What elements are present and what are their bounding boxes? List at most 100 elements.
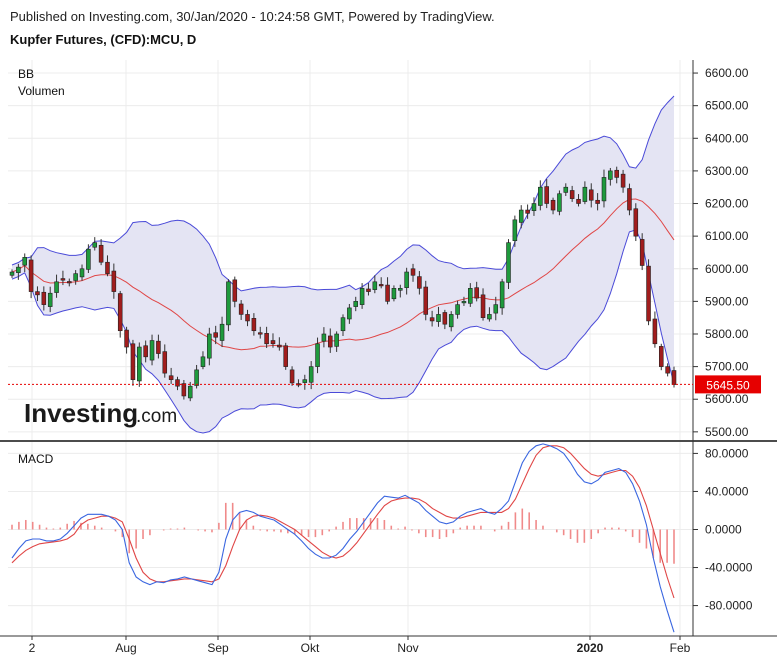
candle-body <box>614 169 619 178</box>
candle-body <box>232 279 238 302</box>
macd-tick-label: 40.0000 <box>705 484 749 498</box>
candle-body <box>423 286 429 315</box>
candle-body <box>658 346 664 367</box>
candle-body <box>22 257 28 266</box>
last-price-tag <box>695 375 761 394</box>
macd-tick-label: -80.0000 <box>705 599 753 613</box>
x-tick-label: Nov <box>397 641 418 655</box>
x-tick-label: Aug <box>115 641 136 655</box>
candle-body <box>28 259 34 292</box>
macd-tick-label: 0.0000 <box>705 522 742 536</box>
candle-body <box>391 288 397 300</box>
last-price-label: 5645.50 <box>706 378 750 392</box>
candle-body <box>480 294 486 318</box>
candle-body <box>487 314 492 320</box>
candle-body <box>512 219 518 242</box>
candle-body <box>378 284 384 287</box>
candles <box>9 166 677 402</box>
candle-body <box>181 383 187 397</box>
candle-body <box>156 340 161 354</box>
axes: 6600.00 6500.00 6400.00 6300.00 6200.00 6100.… <box>0 60 777 655</box>
candle-body <box>499 281 505 309</box>
indicator-label-bb: BB <box>18 67 34 81</box>
candle-body <box>264 333 269 345</box>
candle-body <box>149 340 155 361</box>
candle-body <box>289 369 295 384</box>
candle-body <box>633 208 639 237</box>
candle-body <box>315 343 320 367</box>
candle-body <box>283 345 288 367</box>
candle-body <box>538 186 543 206</box>
macd-signal-line <box>11 445 675 599</box>
candle-body <box>130 343 136 380</box>
macd-pane <box>11 443 675 633</box>
candle-body <box>461 301 467 304</box>
candle-body <box>168 375 174 380</box>
price-tick-label: 6100.00 <box>705 229 749 243</box>
candle-body <box>86 248 91 270</box>
candle-body <box>563 186 569 193</box>
candle-body <box>143 345 148 358</box>
candle-body <box>366 288 371 292</box>
candle-body <box>137 346 142 382</box>
candle-body <box>327 335 333 348</box>
candle-body <box>620 173 626 188</box>
candle-body <box>111 270 117 292</box>
bb-upper-line <box>11 95 675 292</box>
candle-body <box>47 292 53 307</box>
candle-body <box>16 266 21 273</box>
watermark-com: .com <box>136 406 177 427</box>
candle-body <box>347 307 352 320</box>
price-tick-label: 6600.00 <box>705 66 749 80</box>
candle-body <box>608 170 613 180</box>
price-tick-label: 5900.00 <box>705 294 749 308</box>
candle-body <box>41 291 47 305</box>
candle-body <box>92 242 98 248</box>
bollinger-bands <box>11 95 675 434</box>
watermark-investing: Investing <box>24 398 138 428</box>
macd-tick-label: -40.0000 <box>705 561 753 575</box>
candle-body <box>410 268 416 276</box>
macd-pane-title: MACD <box>18 452 54 466</box>
candle-body <box>531 203 537 211</box>
candle-body <box>353 301 359 307</box>
candle-body <box>588 189 594 201</box>
x-tick-label: Sep <box>207 641 229 655</box>
candle-body <box>646 265 651 322</box>
candle-body <box>79 268 85 278</box>
candle-body <box>493 304 499 314</box>
instrument-title: Kupfer Futures, (CFD):MCU, D <box>10 32 197 47</box>
candle-body <box>665 366 670 374</box>
candle-body <box>518 209 524 223</box>
candle-body <box>436 314 441 322</box>
price-tick-label: 6000.00 <box>705 262 749 276</box>
candle-body <box>73 273 78 281</box>
indicator-label-volume: Volumen <box>18 84 65 98</box>
candle-body <box>302 379 308 383</box>
x-tick-label: Feb <box>670 641 691 655</box>
bb-basis-line <box>11 198 675 351</box>
candle-body <box>569 190 575 199</box>
candle-body <box>582 186 588 202</box>
candle-body <box>372 281 378 290</box>
candle-body <box>238 303 244 315</box>
candle-body <box>340 317 346 332</box>
candle-body <box>124 329 129 348</box>
price-tick-label: 6200.00 <box>705 197 749 211</box>
candle-body <box>245 314 250 322</box>
x-tick-label: Okt <box>301 641 320 655</box>
candle-body <box>448 314 454 328</box>
published-caption: Published on Investing.com, 30/Jan/2020 … <box>10 9 495 24</box>
overlay: 5645.50 BB Volumen Investing.com MACD <box>8 67 761 466</box>
price-tick-label: 6400.00 <box>705 131 749 145</box>
candle-body <box>321 333 327 342</box>
candle-body <box>117 293 123 332</box>
candle-body <box>98 244 104 263</box>
candle-body <box>468 288 473 304</box>
candle-body <box>9 271 15 276</box>
candle-body <box>219 323 225 341</box>
candle-body <box>557 193 562 212</box>
price-tick-label: 5600.00 <box>705 392 749 406</box>
x-tick-label: 2 <box>29 641 36 655</box>
